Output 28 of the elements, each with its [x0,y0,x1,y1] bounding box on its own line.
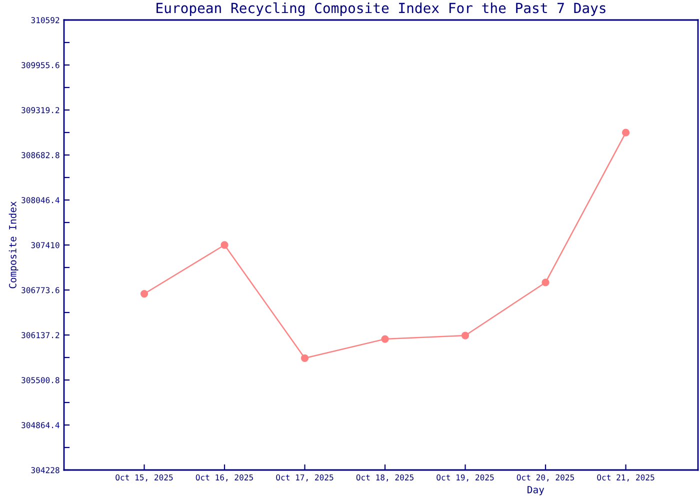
y-tick-label: 309955.6 [22,62,60,68]
y-tick-label: 308046.4 [22,197,60,204]
y-tick-label: 306773.6 [22,287,60,294]
point [381,335,389,343]
x-tick-label: Oct 19, 2025 [436,474,494,482]
x-tick-label: Oct 21, 2025 [597,474,654,482]
y-tick-label: 304228 [31,467,60,474]
point [140,290,148,298]
y-tick-label: 306137.2 [22,332,60,338]
point [220,241,228,249]
y-tick-label: 305500.8 [22,377,60,384]
y-tick-label: 308682.8 [22,152,60,158]
point [622,128,630,136]
x-tick-label: Oct 15, 2025 [116,474,173,482]
x-tick-label: Oct 20, 2025 [516,474,574,482]
point [542,278,550,286]
y-tick-label: 304864.4 [22,422,60,428]
x-axis-title: Day [528,486,544,496]
chart-title: European Recycling Composite Index For the Past 7 Days [156,2,606,16]
point [461,332,470,340]
x-tick-label: Oct 17, 2025 [276,474,334,482]
y-tick-label: 309319.2 [22,107,60,114]
x-tick-label: Oct 16, 2025 [196,474,253,482]
y-tick-label: 310592 [31,17,60,24]
y-axis-title: Composite Index [8,201,18,288]
x-tick-label: Oct 18, 2025 [356,474,414,482]
point [300,354,309,362]
y-tick-label: 307410 [31,242,60,248]
